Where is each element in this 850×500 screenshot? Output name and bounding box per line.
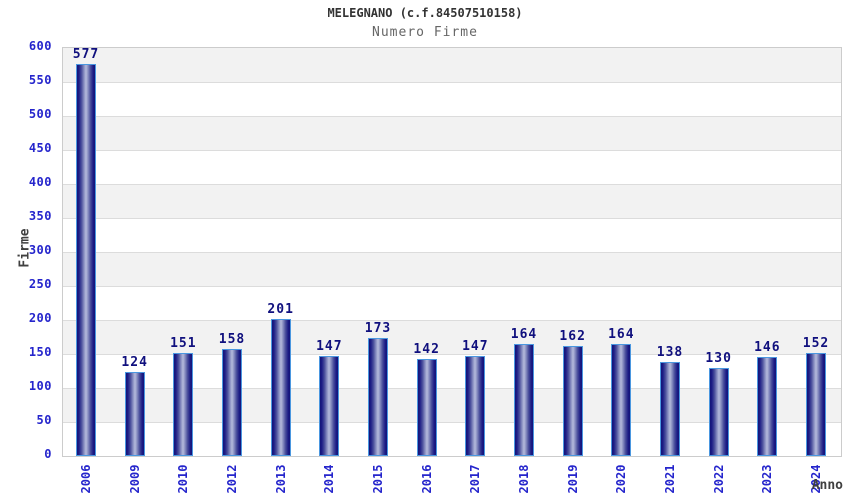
bar-2014 bbox=[319, 356, 340, 456]
x-tick-label: 2022 bbox=[711, 464, 726, 494]
bar-2024 bbox=[806, 353, 826, 456]
bar-value-label: 577 bbox=[72, 47, 100, 62]
gridline bbox=[63, 286, 841, 287]
gridline bbox=[63, 388, 841, 389]
grid-band bbox=[63, 286, 841, 320]
gridline bbox=[63, 82, 841, 83]
bar-2016 bbox=[416, 359, 437, 456]
bar-value-label: 152 bbox=[802, 336, 830, 351]
bar-2009 bbox=[124, 372, 145, 456]
y-tick-label: 550 bbox=[28, 73, 52, 87]
y-tick-label: 200 bbox=[28, 311, 52, 325]
bar-value-label: 138 bbox=[656, 345, 684, 360]
bar-2012 bbox=[222, 349, 242, 456]
gridline bbox=[63, 252, 841, 253]
bar-2023 bbox=[757, 357, 778, 456]
bar-value-label: 173 bbox=[364, 321, 392, 336]
bar-value-label: 164 bbox=[608, 327, 635, 342]
plot-area: 577 124 151 158 201 147 173 142 147 164 162 164 138 1… bbox=[62, 47, 842, 457]
bar-value-label: 158 bbox=[218, 332, 246, 347]
x-tick-label: 2006 bbox=[79, 464, 93, 494]
bar-2021 bbox=[660, 362, 680, 456]
bar-2019 bbox=[562, 346, 583, 456]
gridline bbox=[63, 184, 841, 185]
y-tick-label: 50 bbox=[36, 413, 52, 427]
bar-value-label: 142 bbox=[413, 342, 440, 357]
x-tick-label: 2016 bbox=[419, 464, 434, 494]
x-tick-label: 2015 bbox=[371, 464, 385, 494]
bar-value-label: 147 bbox=[316, 339, 343, 354]
chart-subtitle: Numero Firme bbox=[372, 25, 478, 40]
gridline bbox=[63, 354, 841, 355]
grid-band bbox=[63, 116, 841, 150]
y-tick-label: 350 bbox=[28, 209, 52, 223]
bar-2015 bbox=[368, 338, 388, 456]
y-tick-label: 400 bbox=[28, 175, 52, 189]
bar-value-label: 146 bbox=[754, 340, 781, 355]
bar-2010 bbox=[173, 353, 194, 456]
bar-2013 bbox=[270, 319, 291, 456]
chart-title: MELEGNANO (c.f.84507510158) bbox=[327, 6, 523, 20]
x-tick-label: 2023 bbox=[760, 464, 775, 494]
gridline bbox=[63, 422, 841, 423]
y-tick-label: 450 bbox=[28, 141, 52, 155]
x-tick-label: 2014 bbox=[322, 464, 337, 494]
bar-2017 bbox=[465, 356, 486, 456]
y-tick-label: 0 bbox=[44, 447, 52, 461]
y-tick-label: 300 bbox=[28, 243, 52, 257]
bar-value-label: 151 bbox=[170, 336, 197, 351]
y-tick-label: 100 bbox=[28, 379, 52, 393]
x-axis-title: Anno bbox=[811, 478, 843, 493]
x-tick-label: 2009 bbox=[127, 464, 142, 494]
bar-value-label: 147 bbox=[462, 339, 489, 354]
grid-band bbox=[63, 218, 841, 252]
x-tick-label: 2017 bbox=[468, 464, 483, 494]
bar-2020 bbox=[611, 344, 632, 456]
grid-band bbox=[63, 48, 841, 82]
bar-value-label: 201 bbox=[267, 302, 294, 317]
x-tick-label: 2010 bbox=[176, 464, 191, 494]
x-tick-label: 2018 bbox=[517, 464, 531, 494]
grid-band bbox=[63, 82, 841, 116]
grid-band bbox=[63, 320, 841, 354]
x-tick-label: 2013 bbox=[273, 464, 288, 494]
grid-band bbox=[63, 150, 841, 184]
y-tick-label: 500 bbox=[28, 107, 52, 121]
x-tick-label: 2019 bbox=[565, 464, 580, 494]
gridline bbox=[63, 218, 841, 219]
gridline bbox=[63, 150, 841, 151]
grid-band bbox=[63, 184, 841, 218]
bar-2022 bbox=[708, 368, 729, 456]
y-tick-label: 600 bbox=[28, 39, 52, 53]
bar-value-label: 162 bbox=[559, 329, 586, 344]
bar-value-label: 130 bbox=[705, 351, 732, 366]
x-tick-label: 2012 bbox=[225, 464, 239, 494]
bar-2006 bbox=[76, 64, 96, 456]
bar-value-label: 164 bbox=[510, 327, 538, 342]
grid-band bbox=[63, 252, 841, 286]
bar-2018 bbox=[514, 344, 534, 456]
bar-value-label: 124 bbox=[121, 355, 148, 370]
gridline bbox=[63, 116, 841, 117]
y-tick-label: 250 bbox=[28, 277, 52, 291]
gridline bbox=[63, 320, 841, 321]
y-tick-label: 150 bbox=[28, 345, 52, 359]
x-tick-label: 2021 bbox=[663, 464, 677, 494]
x-tick-label: 2020 bbox=[614, 464, 629, 494]
